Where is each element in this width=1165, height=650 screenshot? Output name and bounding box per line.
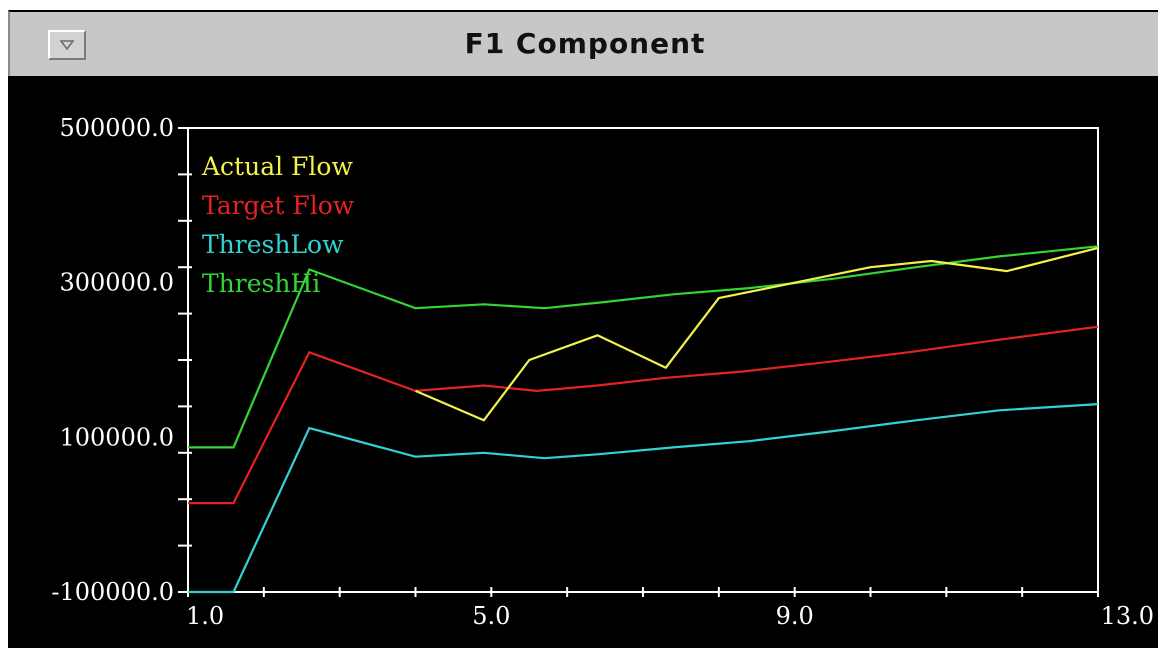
series-line-threshlow [188,403,1099,594]
x-tick-label: 5.0 [472,602,510,630]
legend-label-target-flow: Target Flow [202,191,355,220]
chart-window: F1 Component [8,10,1158,648]
y-tick-label: 500000.0 [59,114,174,142]
y-tick-label: 300000.0 [59,269,174,297]
legend-label-threshlow: ThreshLow [202,230,344,259]
x-tick-label: 1.0 [186,602,224,630]
window-menu-button[interactable] [48,30,86,60]
x-tick-label: 9.0 [776,602,814,630]
legend-label-actual-flow: Actual Flow [201,152,353,181]
series-line-actual-flow [415,246,1099,422]
window-title: F1 Component [464,26,706,60]
y-tick-label: 100000.0 [59,423,174,451]
legend-label-threshhi: ThreshHi [202,269,320,298]
x-tick-label: 13.0 [1101,602,1154,630]
y-tick-label: -100000.0 [51,578,174,606]
series-line-target-flow [188,325,1099,505]
series-line-threshhi [188,245,1099,449]
triangle-down-icon [59,39,75,51]
title-bar[interactable]: F1 Component [8,10,1158,76]
